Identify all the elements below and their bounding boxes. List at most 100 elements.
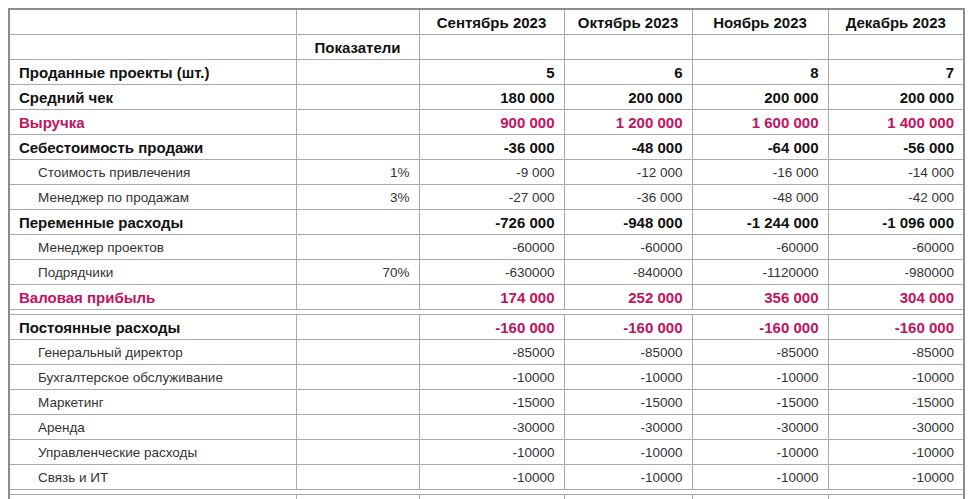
row-percent [296, 465, 419, 490]
table-row: Средний чек180 000200 000200 000200 000 [9, 85, 964, 110]
pnl-table: Сентябрь 2023 Октябрь 2023 Ноябрь 2023 Д… [8, 8, 965, 499]
row-value: -1 096 000 [828, 210, 964, 235]
row-value: -85000 [828, 340, 964, 365]
table-row: Менеджер по продажам3%-27 000-36 000-48 … [9, 185, 964, 210]
row-label: Менеджер проектов [9, 235, 296, 260]
row-value: -10000 [419, 365, 564, 390]
empty-cell [564, 35, 692, 60]
row-value: -840000 [564, 260, 692, 285]
row-percent [296, 440, 419, 465]
table-row: Подрядчики70%-630000-840000-1120000-9800… [9, 260, 964, 285]
row-value: -10000 [419, 465, 564, 490]
month-header-september: Сентябрь 2023 [419, 9, 564, 35]
month-header-october: Октябрь 2023 [564, 9, 692, 35]
row-percent: 70% [296, 260, 419, 285]
row-value: 6 [564, 60, 692, 85]
row-value: -10000 [828, 465, 964, 490]
row-value: -9 000 [419, 160, 564, 185]
row-value: -10000 [828, 440, 964, 465]
row-value: 8 [692, 60, 828, 85]
row-value: 180 000 [419, 85, 564, 110]
row-label: Выручка [9, 110, 296, 135]
row-percent [296, 340, 419, 365]
row-value: -30000 [564, 415, 692, 440]
months-header-row: Сентябрь 2023 Октябрь 2023 Ноябрь 2023 Д… [9, 9, 964, 35]
row-value: -948 000 [564, 210, 692, 235]
row-percent [296, 60, 419, 85]
row-value: -60000 [692, 235, 828, 260]
row-percent [296, 365, 419, 390]
table-row: Управленческие расходы-10000-10000-10000… [9, 440, 964, 465]
row-value: -15000 [564, 390, 692, 415]
row-value: 1 600 000 [692, 110, 828, 135]
row-value: -85000 [692, 340, 828, 365]
row-value: -1120000 [692, 260, 828, 285]
row-value: -48 000 [692, 185, 828, 210]
row-percent [296, 495, 419, 499]
table-row: Выручка 900 0001 200 0001 600 0001 400 00… [9, 110, 964, 135]
row-value: -48 000 [564, 135, 692, 160]
row-value: 1 200 000 [564, 110, 692, 135]
row-value: -60000 [564, 235, 692, 260]
row-value: 252 000 [564, 285, 692, 310]
table-body: Проданные проекты (шт.)5687Средний чек 18… [9, 60, 964, 499]
row-value: -30000 [828, 415, 964, 440]
row-value: 144 000 [828, 495, 964, 499]
table-row: Себестоимость продажи-36 000-48 000-64 0… [9, 135, 964, 160]
indicators-header-row: Показатели [9, 35, 964, 60]
row-value: -726 000 [419, 210, 564, 235]
empty-cell [828, 35, 964, 60]
row-value: 14 000 [419, 495, 564, 499]
row-percent [296, 285, 419, 310]
row-percent: 1% [296, 160, 419, 185]
row-value: -10000 [692, 365, 828, 390]
table-row: Менеджер проектов-60000-60000-60000-6000… [9, 235, 964, 260]
row-label: EBITDA (операционная прибыль) [9, 495, 296, 499]
table-row: Связь и ИТ-10000-10000-10000-10000 [9, 465, 964, 490]
empty-cell [692, 35, 828, 60]
row-value: -15000 [828, 390, 964, 415]
financial-table-container: Сентябрь 2023 Октябрь 2023 Ноябрь 2023 Д… [8, 8, 965, 499]
row-label: Средний чек [9, 85, 296, 110]
row-value: 356 000 [692, 285, 828, 310]
row-percent [296, 315, 419, 340]
row-value: 174 000 [419, 285, 564, 310]
row-value: 1 400 000 [828, 110, 964, 135]
row-value: -15000 [692, 390, 828, 415]
table-row: Постоянные расходы-160 000-160 000-160 0… [9, 315, 964, 340]
row-percent [296, 390, 419, 415]
row-label: Переменные расходы [9, 210, 296, 235]
row-value: -60000 [419, 235, 564, 260]
row-value: -12 000 [564, 160, 692, 185]
row-value: -14 000 [828, 160, 964, 185]
row-label: Подрядчики [9, 260, 296, 285]
row-value: -56 000 [828, 135, 964, 160]
row-value: 196 000 [692, 495, 828, 499]
row-percent [296, 235, 419, 260]
row-value: -16 000 [692, 160, 828, 185]
row-value: 92 000 [564, 495, 692, 499]
row-value: 5 [419, 60, 564, 85]
row-percent [296, 210, 419, 235]
corner-cell [9, 9, 296, 35]
row-value: -10000 [419, 440, 564, 465]
row-percent: 3% [296, 185, 419, 210]
row-value: -10000 [828, 365, 964, 390]
indicators-header: Показатели [296, 35, 419, 60]
row-label: Маркетинг [9, 390, 296, 415]
row-value: -10000 [692, 465, 828, 490]
table-row: EBITDA (операционная прибыль) 14 00092 00… [9, 495, 964, 499]
row-value: 900 000 [419, 110, 564, 135]
row-label: Управленческие расходы [9, 440, 296, 465]
corner-cell-2 [296, 9, 419, 35]
row-value: -160 000 [692, 315, 828, 340]
table-row: Проданные проекты (шт.)5687 [9, 60, 964, 85]
row-value: -630000 [419, 260, 564, 285]
row-value: -10000 [564, 465, 692, 490]
row-label: Себестоимость продажи [9, 135, 296, 160]
table-row: Аренда-30000-30000-30000-30000 [9, 415, 964, 440]
row-value: 7 [828, 60, 964, 85]
month-header-november: Ноябрь 2023 [692, 9, 828, 35]
row-label: Стоимость привлечения [9, 160, 296, 185]
row-label: Связь и ИТ [9, 465, 296, 490]
